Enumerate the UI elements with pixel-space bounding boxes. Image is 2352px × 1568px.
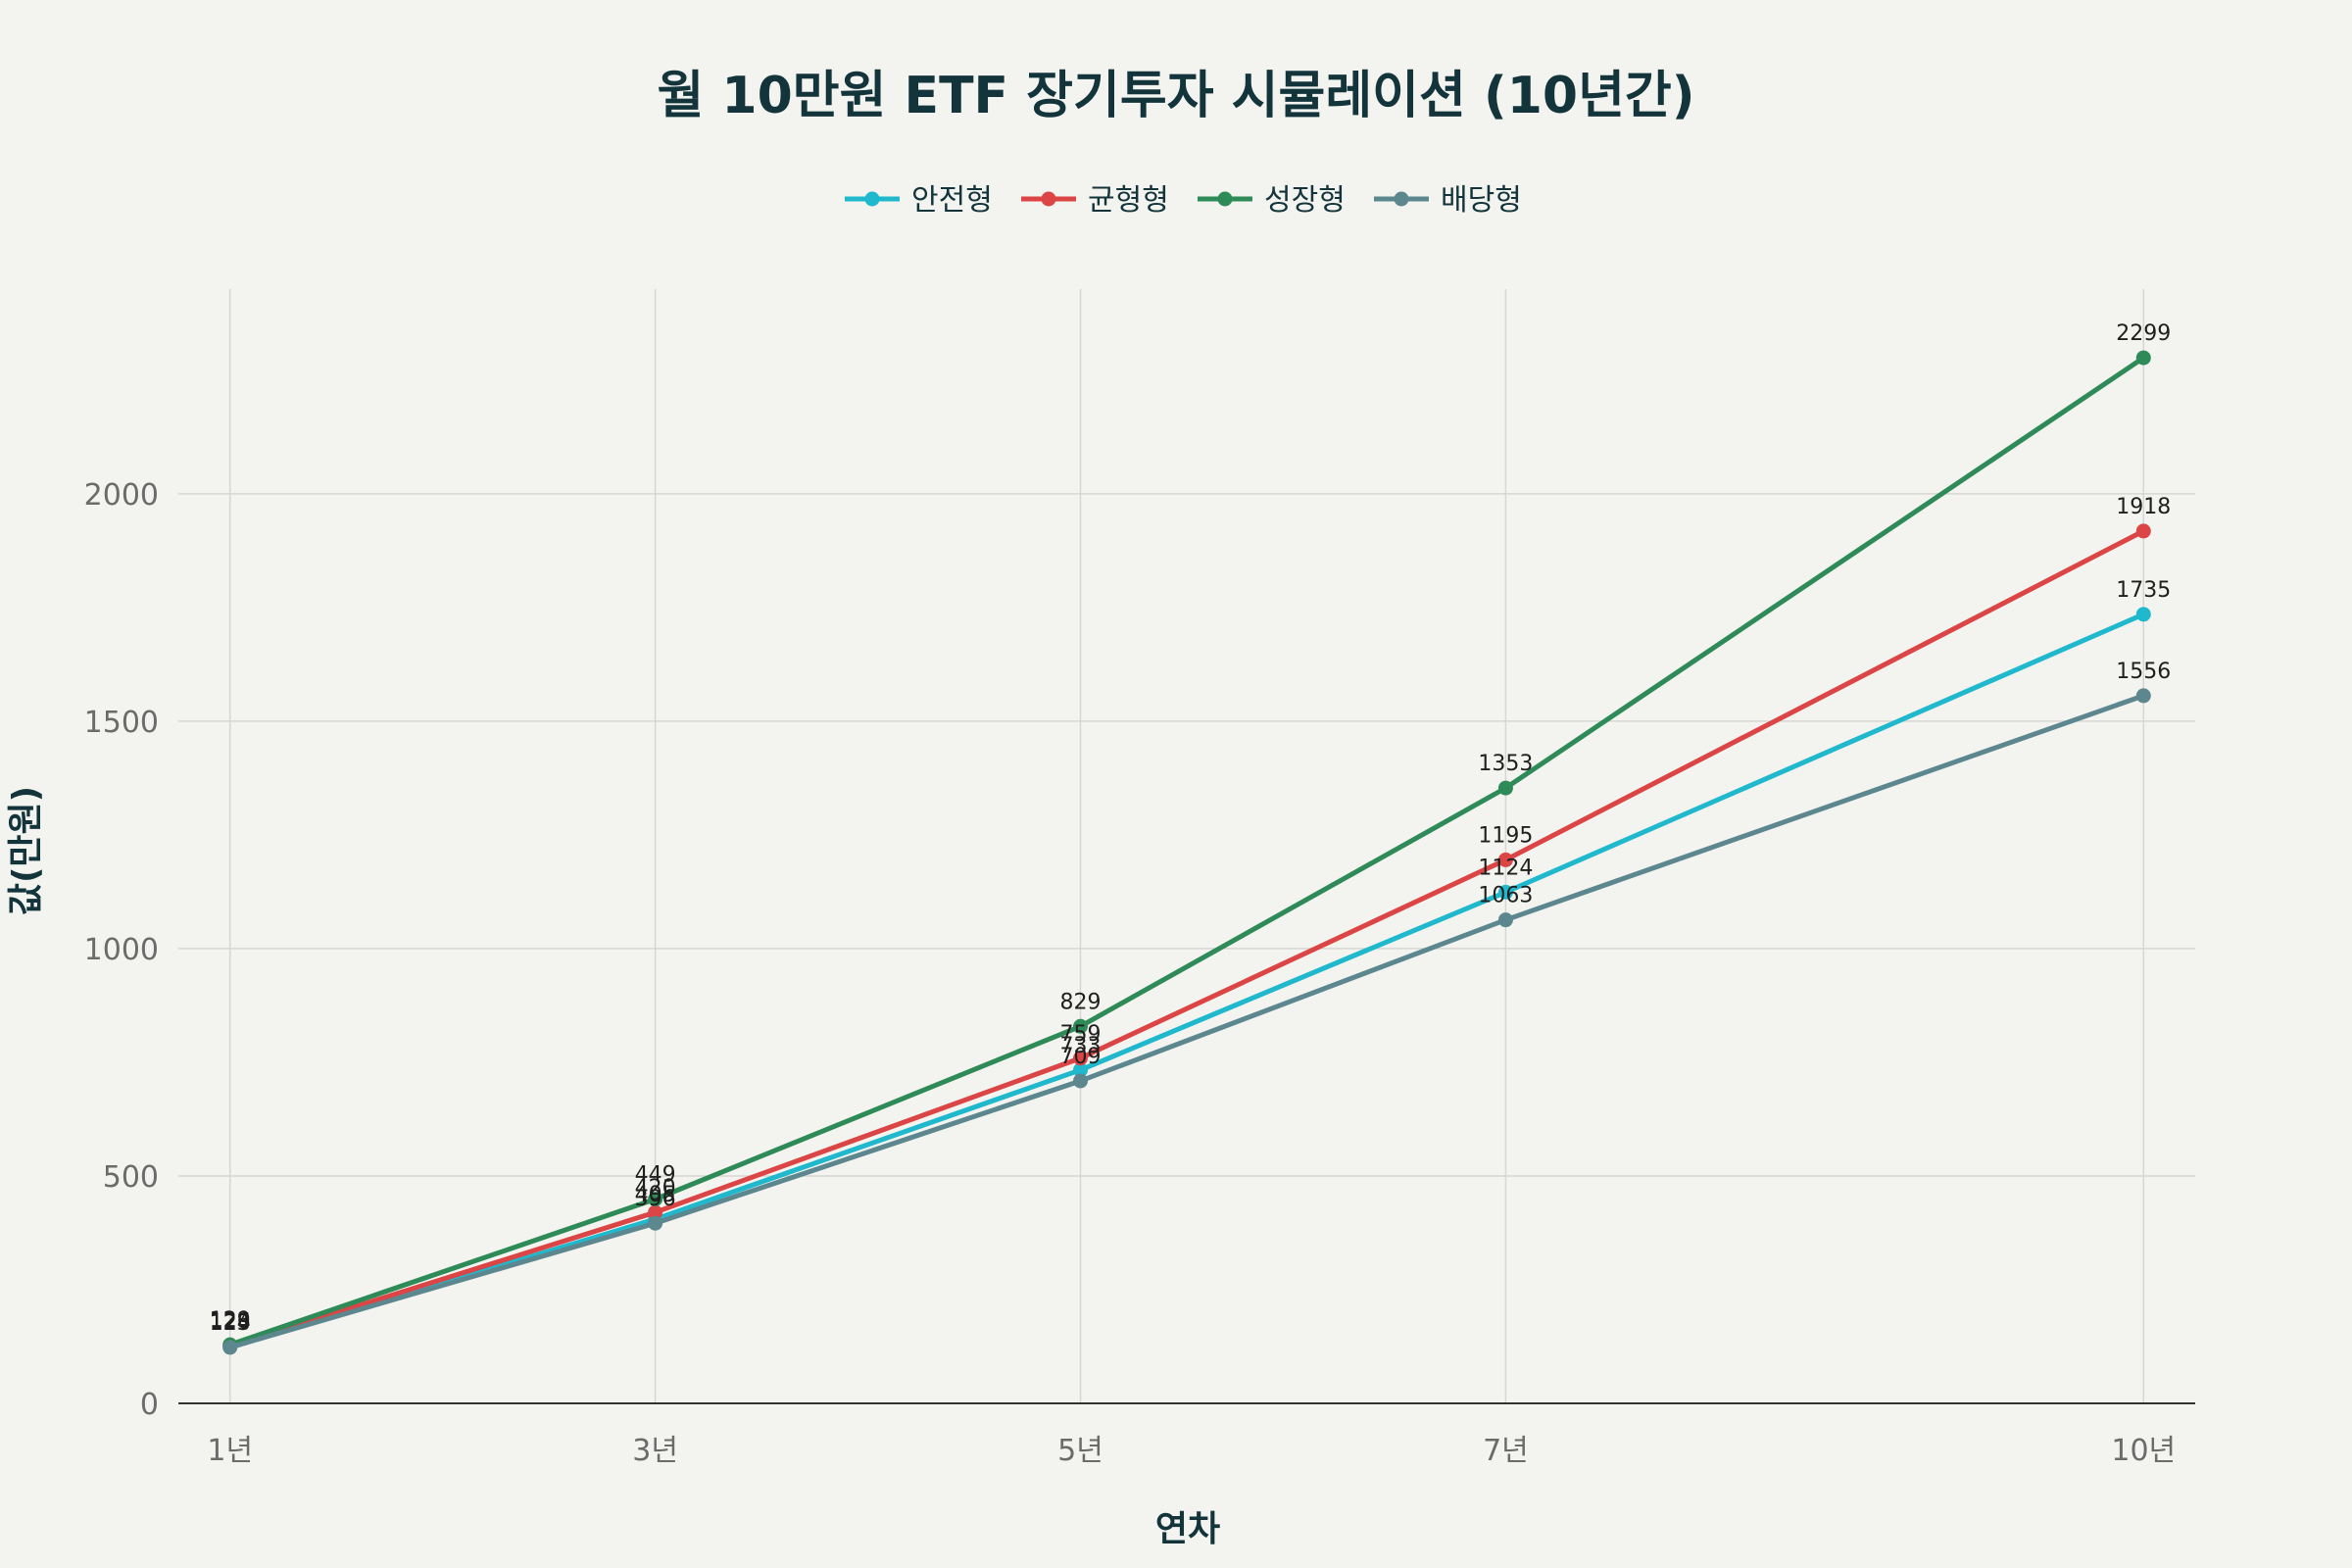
y-tick-label: 1000 (84, 933, 159, 967)
data-label: 405 (635, 1183, 676, 1207)
data-point (1497, 884, 1513, 900)
series-line (227, 693, 2146, 1350)
legend-item: 안전형 (845, 183, 993, 218)
legend-swatch-marker (864, 191, 880, 207)
data-label: 1195 (1478, 823, 1533, 848)
data-point (2135, 607, 2151, 622)
x-axis-title: 연차 (1155, 1509, 1220, 1549)
legend-item: 성장형 (1198, 183, 1346, 218)
data-point (648, 1204, 663, 1220)
data-point (1497, 780, 1513, 796)
chart-title: 월 10만원 ETF 장기투자 시뮬레이션 (10년간) (657, 67, 1694, 125)
x-tick-label: 3년 (632, 1434, 678, 1468)
legend-label: 안전형 (911, 183, 993, 218)
data-point (648, 1215, 663, 1231)
y-tick-label: 500 (103, 1160, 159, 1195)
y-axis-ticks: 0 500 1000 1500 2000 (84, 478, 159, 1422)
series-line (227, 612, 2146, 1349)
legend-item: 균형형 (1021, 183, 1169, 218)
x-axis-ticks: 1년 3년 5년 7년 10년 (207, 1434, 2176, 1468)
data-label: 396 (635, 1187, 676, 1211)
legend-swatch-marker (1217, 191, 1233, 207)
series-4 (222, 688, 2151, 1355)
data-label: 129 (210, 1308, 251, 1333)
x-tick-label: 5년 (1057, 1434, 1103, 1468)
legend-swatch-marker (1394, 191, 1409, 207)
y-tick-label: 1500 (84, 706, 159, 740)
legend-swatch-marker (1041, 191, 1056, 207)
data-label: 124 (210, 1310, 251, 1335)
data-label: 829 (1060, 990, 1102, 1014)
legend-item: 배당형 (1374, 183, 1522, 218)
data-point (2135, 350, 2151, 366)
series-3 (222, 350, 2151, 1352)
data-point (1073, 1073, 1089, 1089)
data-label: 420 (635, 1176, 676, 1200)
series-2 (222, 523, 2151, 1354)
data-point (1073, 1062, 1089, 1078)
data-label: 1556 (2116, 660, 2171, 684)
data-point (2135, 688, 2151, 704)
data-label: 709 (1060, 1045, 1102, 1069)
x-tick-label: 7년 (1483, 1434, 1529, 1468)
data-label: 449 (635, 1163, 676, 1188)
y-tick-label: 0 (140, 1388, 159, 1422)
series-1 (222, 607, 2151, 1354)
data-point (1073, 1018, 1089, 1034)
legend-label: 균형형 (1088, 183, 1169, 218)
data-label: 733 (1060, 1034, 1102, 1058)
data-labels: 124 405 733 1124 1735 126 420 759 1195 1918 129 449… (210, 321, 2172, 1336)
series-group (222, 350, 2151, 1355)
y-axis-title: 값(만원) (6, 786, 46, 915)
data-label: 1918 (2116, 495, 2171, 519)
data-label: 1735 (2116, 578, 2171, 603)
series-line (227, 355, 2146, 1348)
data-point (1497, 852, 1513, 867)
data-label: 1124 (1478, 856, 1533, 880)
x-tick-label: 1년 (207, 1434, 253, 1468)
legend-label: 성장형 (1264, 183, 1346, 218)
legend: 안전형 균형형 성장형 배당형 (845, 183, 1522, 218)
data-label: 123 (210, 1311, 251, 1336)
data-label: 1063 (1478, 884, 1533, 908)
data-point (2135, 523, 2151, 539)
legend-label: 배당형 (1441, 183, 1522, 218)
series-line (227, 528, 2146, 1349)
data-point (1497, 912, 1513, 928)
data-point (222, 1340, 238, 1355)
data-point (648, 1192, 663, 1207)
data-label: 2299 (2116, 321, 2171, 346)
y-tick-label: 2000 (84, 478, 159, 513)
x-tick-label: 10년 (2111, 1434, 2176, 1468)
grid (178, 289, 2195, 1403)
data-label: 759 (1060, 1022, 1102, 1047)
data-label: 126 (210, 1310, 251, 1335)
data-point (1073, 1051, 1089, 1066)
data-label: 1353 (1478, 752, 1533, 776)
